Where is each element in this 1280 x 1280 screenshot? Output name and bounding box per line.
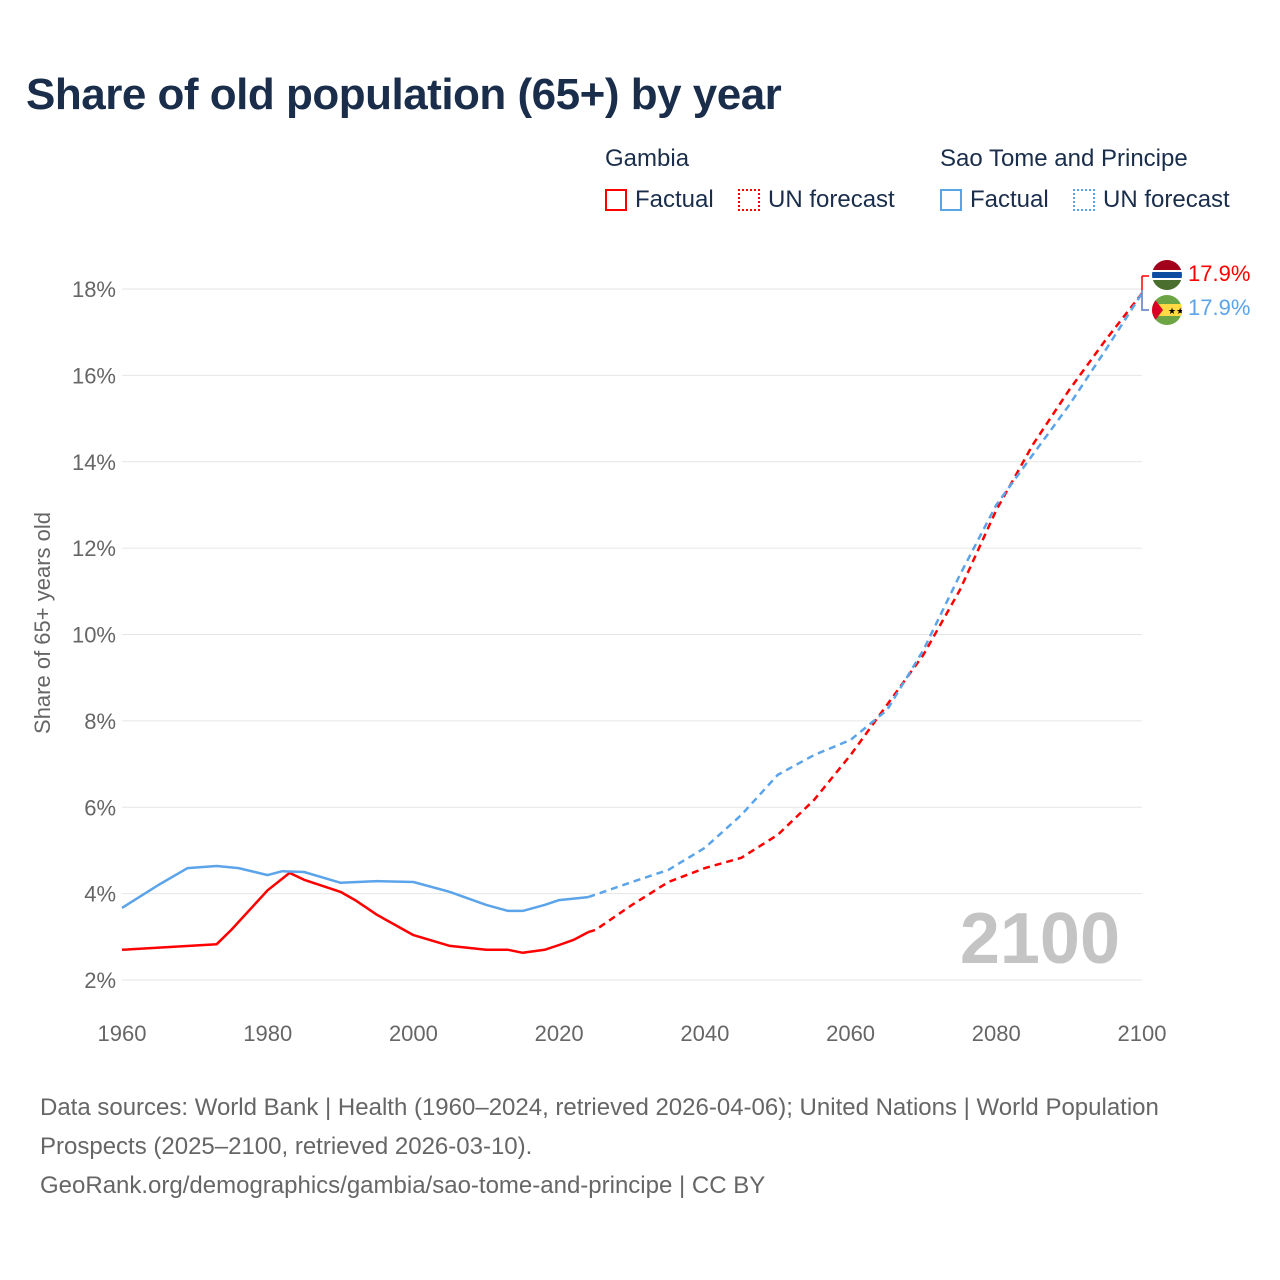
sao-tome-flag-icon: ★★: [1152, 295, 1184, 325]
legend-swatch-dotted: [738, 189, 760, 211]
legend-stp-factual[interactable]: Factual: [940, 186, 1049, 214]
legend-label: UN forecast: [1103, 186, 1230, 213]
x-tick-label: 2020: [535, 1021, 584, 1046]
x-tick-label: 1960: [98, 1021, 147, 1046]
svg-text:★★: ★★: [1168, 306, 1184, 316]
y-tick-label: 8%: [84, 709, 116, 734]
legend-gambia-factual[interactable]: Factual: [605, 186, 714, 214]
y-axis-label: Share of 65+ years old: [30, 512, 55, 734]
y-tick-label: 2%: [84, 968, 116, 993]
connector-stp: [1141, 290, 1149, 311]
legend-swatch-solid: [605, 189, 627, 211]
line-gambia-factual: [121, 871, 589, 955]
y-tick-label: 16%: [72, 363, 116, 388]
legend-label: UN forecast: [768, 186, 895, 213]
source-line-2[interactable]: GeoRank.org/demographics/gambia/sao-tome…: [40, 1172, 766, 1199]
line-gambia-forecast: [587, 292, 1143, 934]
line-stp-forecast: [587, 292, 1144, 899]
x-tick-label: 1980: [243, 1021, 292, 1046]
y-tick-label: 18%: [72, 277, 116, 302]
legend-group-gambia: Gambia: [605, 145, 690, 172]
y-tick-label: 4%: [84, 882, 116, 907]
x-tick-label: 2040: [680, 1021, 729, 1046]
x-tick-label: 2100: [1118, 1021, 1167, 1046]
legend-label: Factual: [635, 186, 714, 213]
legend-gambia-forecast[interactable]: UN forecast: [738, 186, 895, 214]
source-line-1: Data sources: World Bank | Health (1960–…: [40, 1094, 1159, 1160]
chart-title: Share of old population (65+) by year: [26, 70, 782, 119]
y-tick-label: 12%: [72, 536, 116, 561]
line-stp-factual: [121, 864, 589, 913]
gambia-flag-icon: [1152, 260, 1182, 290]
end-label-gambia: 17.9%: [1188, 261, 1250, 286]
x-tick-label: 2000: [389, 1021, 438, 1046]
y-tick-label: 6%: [84, 795, 116, 820]
connector-gambia: [1141, 275, 1149, 311]
x-tick-label: 2060: [826, 1021, 875, 1046]
legend-label: Factual: [970, 186, 1049, 213]
legend-swatch-solid: [940, 189, 962, 211]
legend-group-stp: Sao Tome and Principe: [940, 145, 1188, 172]
y-tick-label: 10%: [72, 623, 116, 648]
end-label-stp: 17.9%: [1188, 295, 1250, 320]
y-tick-label: 14%: [72, 450, 116, 475]
legend-stp-forecast[interactable]: UN forecast: [1073, 186, 1230, 214]
source-note: Data sources: World Bank | Health (1960–…: [40, 1088, 1240, 1205]
year-watermark: 2100: [960, 899, 1120, 979]
x-tick-label: 2080: [972, 1021, 1021, 1046]
legend-swatch-dotted: [1073, 189, 1095, 211]
